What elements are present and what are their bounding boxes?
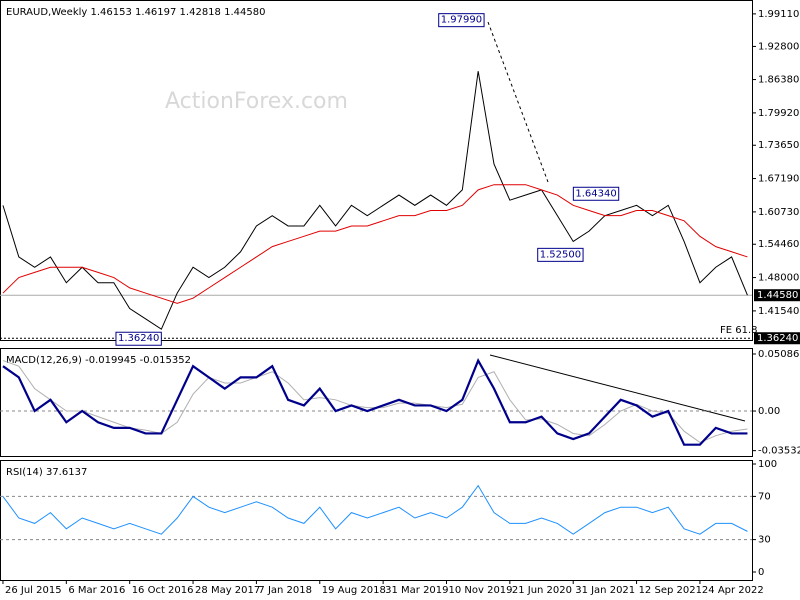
x-tick-label: 12 Sep 2021 [639,585,702,596]
macd-trendline [489,354,746,422]
x-tick-label: 26 Jul 2015 [5,585,62,596]
y-tick-label: 1.73650 [758,140,799,151]
x-tick-label: 21 Jun 2020 [512,585,572,596]
panel-frame [0,0,753,341]
x-tick-label: 16 Oct 2016 [132,585,194,596]
y-tick-label: 1.41540 [758,306,799,317]
y-tick-label: -0.035322 [758,446,800,457]
x-tick-label: 19 Aug 2018 [322,585,386,596]
annotation-label: 1.36240 [118,333,159,344]
y-tick-label: 1.92800 [758,41,799,52]
x-tick-label: 10 Nov 2019 [448,585,512,596]
fe-label: FE 61.8 [720,325,758,336]
annotation-label: 1.52500 [540,249,581,260]
x-tick-label: 31 Mar 2019 [385,585,448,596]
panel-title: EURAUD,Weekly 1.46153 1.46197 1.42818 1.… [6,7,265,18]
annotation-box [438,13,485,28]
price-box [754,332,800,345]
y-tick-label: 1.60730 [758,207,799,218]
y-tick-label: 1.67190 [758,174,799,185]
x-tick-label: 6 Mar 2016 [68,585,125,596]
watermark: ActionForex.com [165,89,348,114]
annotation-label: 1.97990 [441,15,482,26]
swing-line [487,21,549,183]
y-tick-label: 1.48000 [758,273,799,284]
x-tick-label: 7 Jan 2018 [258,585,312,596]
x-tick-label: 31 Jan 2021 [575,585,635,596]
y-tick-label: 0.00 [758,406,780,417]
y-tick-label: 1.79920 [758,108,799,119]
y-tick-label: 100 [758,459,777,470]
y-tick-label: 70 [758,491,771,502]
y-tick-label: 0.050863 [758,349,800,360]
price-box-label: 1.36240 [757,333,798,344]
panel-frame [0,348,753,457]
y-tick-label: 1.54460 [758,239,799,250]
y-tick-label: 1.99110 [758,9,799,20]
annotation-box [115,331,162,346]
x-tick-label: 24 Apr 2022 [702,585,764,596]
series-line [2,484,748,535]
price-box-label: 1.44580 [757,290,798,301]
annotation-label: 1.64340 [575,188,616,199]
price-box [754,289,800,302]
panel-frame [0,460,753,581]
annotation-box [537,247,584,262]
panel-title: MACD(12,26,9) -0.019945 -0.015352 [6,355,191,366]
y-tick-label: 1.86380 [758,75,799,86]
series-line [2,71,748,330]
y-tick-label: 0 [758,567,764,578]
y-tick-label: 30 [758,535,771,546]
series-line [2,184,748,304]
panel-title: RSI(14) 37.6137 [6,467,87,478]
series-line [2,358,748,446]
x-tick-label: 28 May 2017 [195,585,260,596]
annotation-box [572,186,620,201]
